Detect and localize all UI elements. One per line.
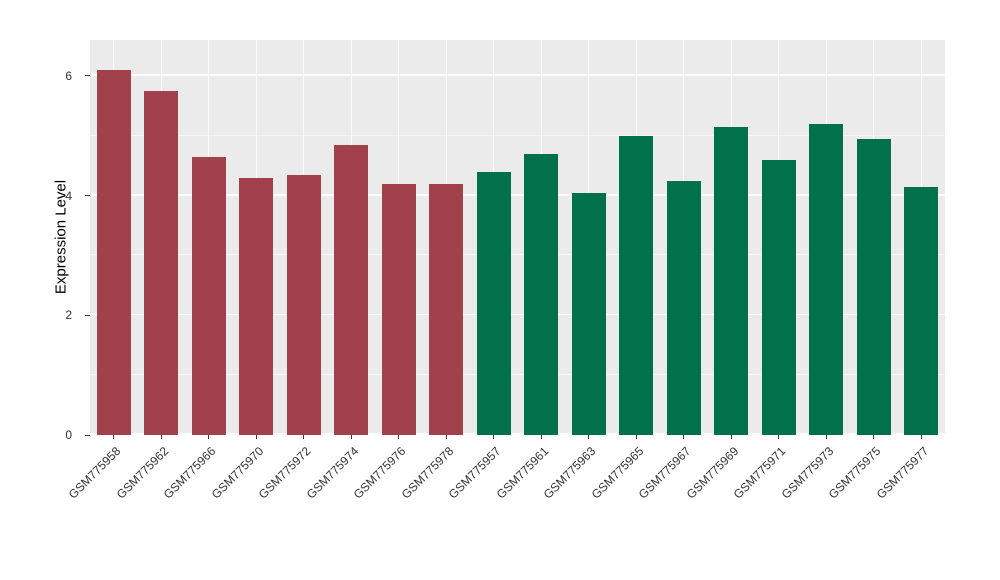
y-tick-label: 6 [65,68,72,83]
y-tick-mark [85,314,90,316]
x-tick-mark [350,435,352,439]
bar-GSM775976 [381,183,416,435]
bar-GSM775957 [476,171,511,435]
x-tick-mark [920,435,922,439]
gridline-major [90,433,945,435]
y-tick-label: 2 [65,308,72,323]
bar-GSM775971 [761,159,796,435]
x-tick-mark [160,435,162,439]
bar-GSM775977 [904,186,939,435]
gridline-major [90,74,945,76]
gridline-minor [90,374,945,376]
bar-GSM775961 [524,153,559,435]
x-tick-mark [683,435,685,439]
plot-panel [90,40,945,435]
y-tick-mark [85,434,90,436]
gridline-minor [90,254,945,256]
x-tick-mark [730,435,732,439]
bars [90,40,945,435]
gridline-minor [90,134,945,136]
x-tick-mark [445,435,447,439]
bar-GSM775965 [619,135,654,435]
bar-GSM775972 [286,174,321,435]
x-tick-mark [778,435,780,439]
bar-GSM775975 [856,138,891,435]
x-tick-mark [255,435,257,439]
bar-GSM775974 [334,144,369,435]
x-tick-mark [113,435,115,439]
bar-GSM775969 [714,126,749,435]
gridline-major [90,313,945,316]
x-tick-mark [493,435,495,439]
bar-GSM775958 [96,69,131,435]
bar-GSM775967 [666,180,701,435]
x-tick-mark [208,435,210,439]
y-tick-label: 0 [65,428,72,442]
x-tick-mark [398,435,400,439]
bar-GSM775978 [429,183,464,435]
gridline-major [90,194,945,196]
y-tick-label: 4 [65,188,72,203]
x-tick-mark [303,435,305,439]
bar-GSM775970 [239,177,274,435]
x-tick-mark [588,435,590,439]
y-tick-mark [85,195,90,197]
bar-GSM775963 [571,192,606,435]
x-tick-mark [540,435,542,439]
x-tick-mark [825,435,827,439]
x-tick-mark [635,435,637,439]
x-tick-mark [873,435,875,439]
y-tick-mark [85,75,90,77]
bar-GSM775962 [144,90,179,435]
bar-GSM775973 [809,123,844,435]
bar-GSM775966 [191,156,226,435]
